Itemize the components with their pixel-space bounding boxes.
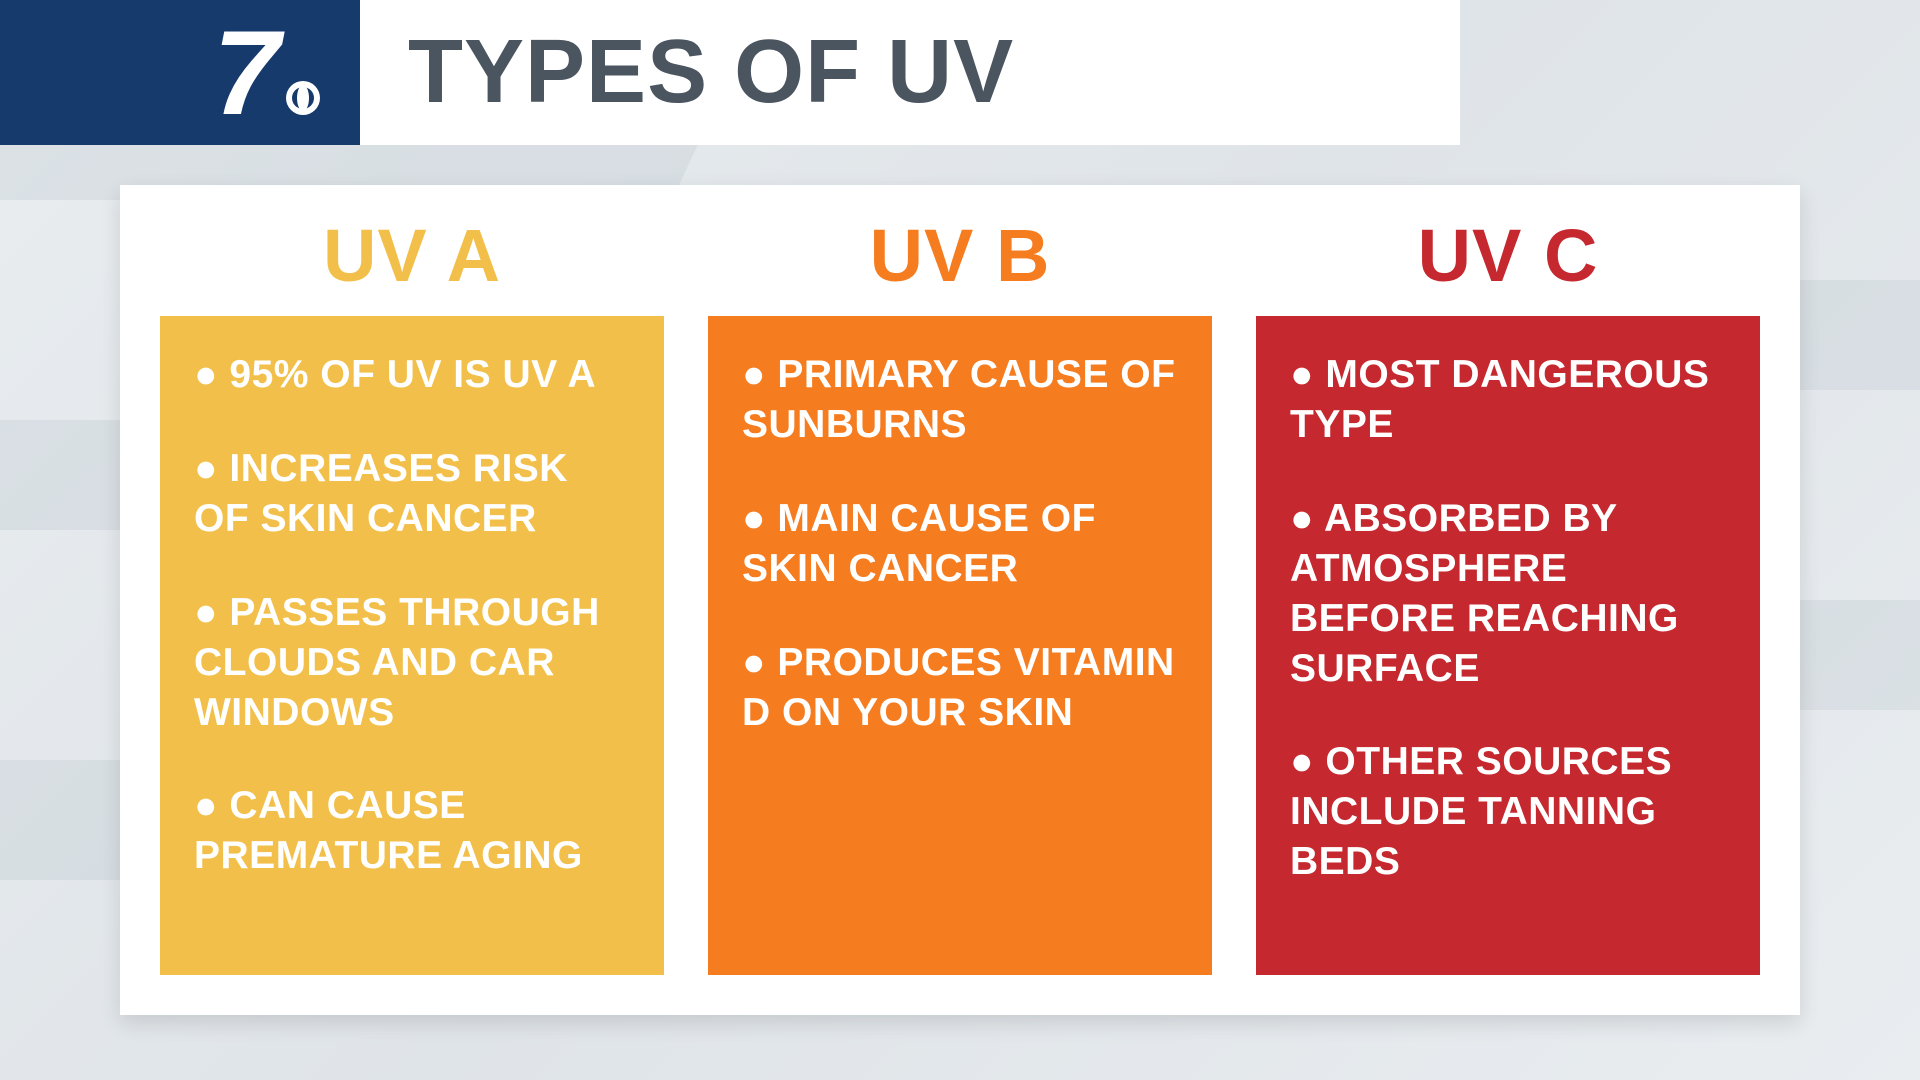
network-eye-icon <box>286 81 320 115</box>
bullet-item: ● PRODUCES VITAMIN D ON YOUR SKIN <box>742 638 1178 738</box>
content-panel: UV A ● 95% OF UV IS UV A ● INCREASES RIS… <box>120 185 1800 1015</box>
bullet-item: ● INCREASES RISK OF SKIN CANCER <box>194 444 630 544</box>
bullet-item: ● OTHER SOURCES INCLUDE TANNING BEDS <box>1290 737 1726 887</box>
column-title: UV A <box>160 213 664 298</box>
column-body: ● MOST DANGEROUS TYPE ● ABSORBED BY ATMO… <box>1256 316 1760 975</box>
bullet-item: ● PRIMARY CAUSE OF SUNBURNS <box>742 350 1178 450</box>
bullet-item: ● 95% OF UV IS UV A <box>194 350 630 400</box>
column-uvb: UV B ● PRIMARY CAUSE OF SUNBURNS ● MAIN … <box>708 213 1212 975</box>
column-uvc: UV C ● MOST DANGEROUS TYPE ● ABSORBED BY… <box>1256 213 1760 975</box>
title-box: TYPES OF UV <box>360 0 1460 145</box>
bullet-item: ● PASSES THROUGH CLOUDS AND CAR WINDOWS <box>194 588 630 738</box>
bullet-item: ● MAIN CAUSE OF SKIN CANCER <box>742 494 1178 594</box>
column-title: UV B <box>708 213 1212 298</box>
column-body: ● 95% OF UV IS UV A ● INCREASES RISK OF … <box>160 316 664 975</box>
column-uva: UV A ● 95% OF UV IS UV A ● INCREASES RIS… <box>160 213 664 975</box>
logo-number: 7 <box>213 13 280 133</box>
bullet-item: ● ABSORBED BY ATMOSPHERE BEFORE REACHING… <box>1290 494 1726 694</box>
column-body: ● PRIMARY CAUSE OF SUNBURNS ● MAIN CAUSE… <box>708 316 1212 975</box>
page-title: TYPES OF UV <box>408 21 1014 124</box>
bullet-item: ● MOST DANGEROUS TYPE <box>1290 350 1726 450</box>
bullet-item: ● CAN CAUSE PREMATURE AGING <box>194 781 630 881</box>
column-title: UV C <box>1256 213 1760 298</box>
header-bar: 7 TYPES OF UV <box>0 0 1920 145</box>
station-logo: 7 <box>0 0 360 145</box>
